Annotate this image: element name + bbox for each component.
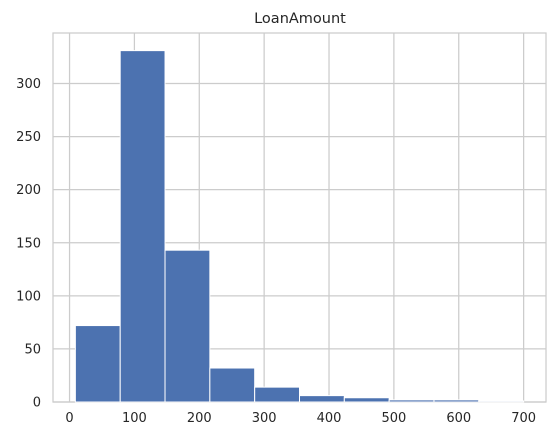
histogram-bar [254,386,300,403]
bar-layer [74,50,525,403]
histogram-bar [433,399,480,403]
histogram-bar [119,50,166,403]
axis-layer: 0 100 200 300 400 500 600 700 0 50 100 150 200 250 300 [16,77,536,426]
histogram-bar [343,397,390,403]
x-tick-label: 300 [252,411,277,426]
x-tick-label: 200 [187,411,212,426]
histogram-bar [299,395,345,403]
y-tick-label: 100 [16,289,41,304]
histogram-bar [74,325,121,403]
x-tick-label: 400 [317,411,342,426]
chart-title: LoanAmount [254,11,346,27]
y-tick-label: 250 [16,130,41,145]
x-tick-label: 600 [446,411,471,426]
histogram-bar [478,400,525,403]
y-tick-label: 200 [16,183,41,198]
histogram-bar [388,399,435,403]
x-tick-label: 700 [511,411,536,426]
y-tick-label: 0 [33,396,41,411]
x-tick-label: 100 [122,411,147,426]
x-tick-label: 0 [65,411,73,426]
histogram-bar [209,367,256,403]
y-tick-label: 50 [24,342,41,357]
y-tick-label: 300 [16,77,41,92]
x-tick-label: 500 [381,411,406,426]
y-tick-label: 150 [16,236,41,251]
histogram-bar [164,249,211,403]
